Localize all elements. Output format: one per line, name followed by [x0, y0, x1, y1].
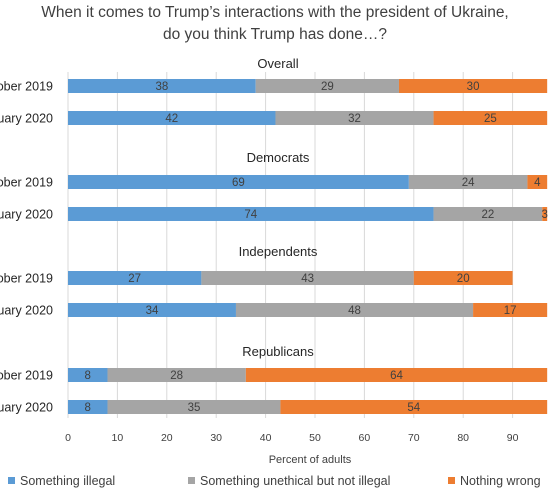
bar-0-0-1	[255, 79, 399, 93]
row-label-0-1: uary 2020	[0, 112, 53, 126]
data-label-3-1-0: 8	[85, 402, 91, 414]
row-label-1-1: uary 2020	[0, 208, 53, 222]
chart-title-line-2: do you think Trump has done…?	[162, 26, 388, 43]
bar-0-0-2	[398, 79, 548, 93]
data-label-1-1-1: 22	[482, 209, 495, 221]
group-title-3: Republicans	[242, 344, 314, 359]
data-label-0-1-0: 42	[165, 113, 178, 125]
bar-1-1-0	[68, 207, 434, 221]
x-tick-label-7: 70	[408, 432, 420, 444]
x-tick-label-2: 20	[161, 432, 173, 444]
bar-3-0-0	[68, 368, 108, 382]
x-tick-label-4: 40	[260, 432, 272, 444]
x-tick-label-5: 50	[309, 432, 321, 444]
bar-1-0-2	[527, 175, 548, 189]
bar-3-1-0	[68, 400, 108, 414]
data-label-3-0-2: 64	[390, 370, 403, 382]
data-label-0-0-0: 38	[155, 81, 168, 93]
chart-title-line-1: When it comes to Trump’s interactions wi…	[41, 4, 509, 21]
legend-label-0: Something illegal	[20, 474, 115, 488]
data-label-2-0-2: 20	[457, 273, 470, 285]
group-title-2: Independents	[239, 244, 318, 259]
bar-1-1-1	[433, 207, 543, 221]
bar-2-0-0	[68, 271, 202, 285]
bar-3-0-2	[245, 368, 548, 382]
group-title-0: Overall	[257, 56, 298, 71]
data-label-1-0-1: 24	[462, 177, 475, 189]
bar-2-0-1	[201, 271, 414, 285]
bar-2-1-0	[68, 303, 236, 317]
row-label-1-0: ober 2019	[0, 176, 53, 190]
data-label-1-0-2: 4	[534, 177, 541, 189]
row-label-2-1: uary 2020	[0, 304, 53, 318]
legend-swatch-1	[188, 477, 195, 484]
row-label-3-1: uary 2020	[0, 401, 53, 415]
bar-3-1-2	[280, 400, 548, 414]
data-label-1-1-2: 3	[542, 209, 548, 221]
data-label-2-0-1: 43	[301, 273, 314, 285]
row-label-3-0: ober 2019	[0, 369, 53, 383]
bar-2-1-1	[235, 303, 474, 317]
x-tick-label-1: 10	[112, 432, 124, 444]
data-label-0-0-1: 29	[321, 81, 334, 93]
data-label-2-0-0: 27	[128, 273, 141, 285]
bar-1-1-2	[542, 207, 548, 221]
data-label-0-0-2: 30	[467, 81, 480, 93]
bar-0-1-1	[275, 111, 434, 125]
legend-swatch-0	[8, 477, 15, 484]
row-label-0-0: ober 2019	[0, 80, 53, 94]
bar-2-0-2	[413, 271, 513, 285]
data-label-3-0-0: 8	[85, 370, 91, 382]
legend-swatch-2	[448, 477, 455, 484]
x-tick-label-8: 80	[457, 432, 469, 444]
data-label-3-1-1: 35	[188, 402, 201, 414]
bar-3-1-1	[107, 400, 281, 414]
x-tick-label-6: 60	[359, 432, 371, 444]
data-label-1-0-0: 69	[232, 177, 245, 189]
x-tick-label-0: 0	[65, 432, 71, 444]
bar-3-0-1	[107, 368, 246, 382]
chart-title: When it comes to Trump’s interactions wi…	[0, 2, 550, 46]
bar-0-1-2	[433, 111, 548, 125]
bar-1-0-0	[68, 175, 409, 189]
data-label-2-1-1: 48	[348, 305, 361, 317]
group-title-1: Democrats	[247, 150, 310, 165]
row-label-2-0: ober 2019	[0, 272, 53, 286]
data-label-2-1-2: 17	[504, 305, 517, 317]
data-label-2-1-0: 34	[146, 305, 159, 317]
data-label-3-1-2: 54	[407, 402, 420, 414]
legend-label-2: Nothing wrong	[460, 474, 541, 488]
bar-0-0-0	[68, 79, 256, 93]
bar-1-0-1	[408, 175, 528, 189]
data-label-3-0-1: 28	[170, 370, 183, 382]
data-label-0-1-1: 32	[348, 113, 361, 125]
legend-label-1: Something unethical but not illegal	[200, 474, 390, 488]
data-label-1-1-0: 74	[244, 209, 257, 221]
x-axis-title: Percent of adults	[269, 454, 352, 466]
bar-0-1-0	[68, 111, 276, 125]
x-tick-label-3: 30	[210, 432, 222, 444]
bar-2-1-2	[473, 303, 548, 317]
x-tick-label-9: 90	[507, 432, 519, 444]
data-label-0-1-2: 25	[484, 113, 497, 125]
